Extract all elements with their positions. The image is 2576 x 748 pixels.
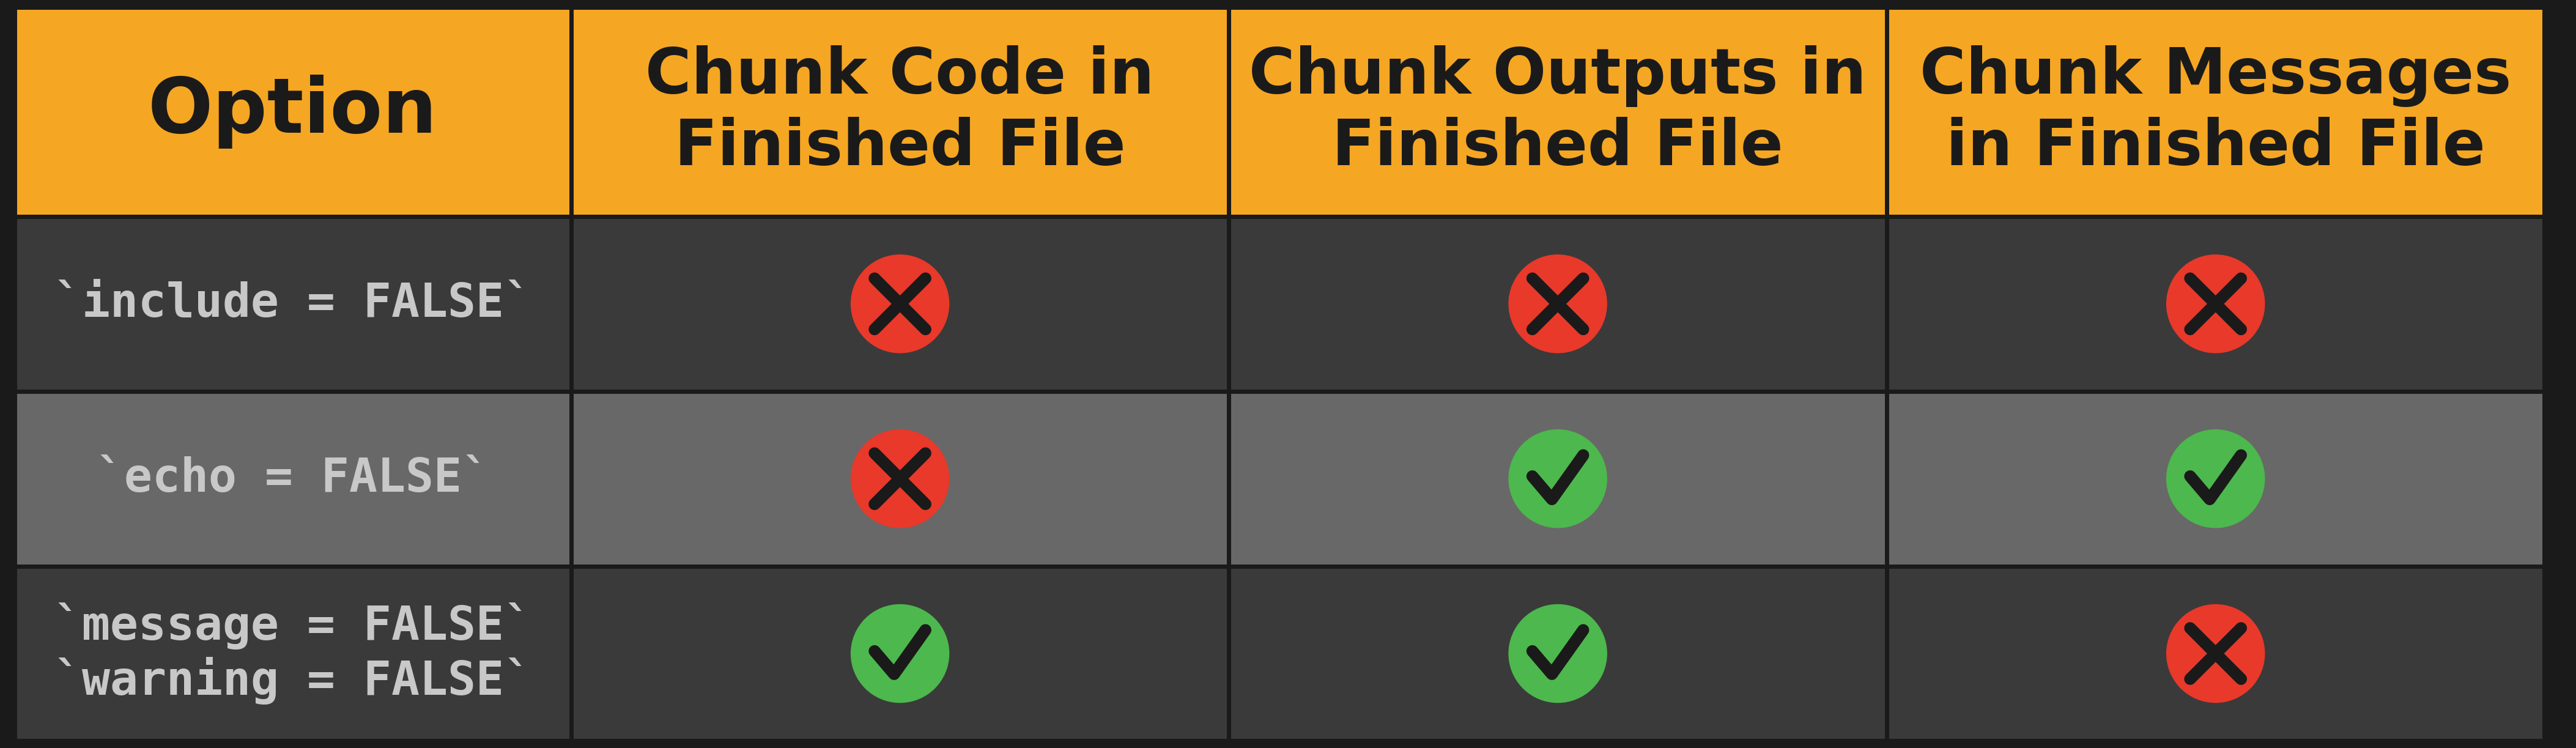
Text: `message = FALSE`
`warning = FALSE`: `message = FALSE` `warning = FALSE`: [54, 602, 531, 705]
Circle shape: [850, 255, 948, 353]
Circle shape: [1510, 255, 1607, 353]
Bar: [1886, 7, 2545, 216]
Bar: [1229, 7, 1886, 216]
Bar: [1229, 566, 1886, 741]
Bar: [1886, 216, 2545, 391]
Circle shape: [2166, 430, 2264, 527]
Bar: [572, 7, 1229, 216]
Circle shape: [850, 430, 948, 527]
Bar: [572, 216, 1229, 391]
Bar: [15, 566, 572, 741]
Circle shape: [1510, 430, 1607, 527]
Bar: [572, 566, 1229, 741]
Circle shape: [1510, 604, 1607, 702]
Bar: [1886, 566, 2545, 741]
Text: `include = FALSE`: `include = FALSE`: [54, 281, 531, 326]
Circle shape: [2166, 604, 2264, 702]
Bar: [15, 391, 572, 566]
Text: Chunk Code in
Finished File: Chunk Code in Finished File: [647, 45, 1154, 178]
Text: `echo = FALSE`: `echo = FALSE`: [95, 456, 489, 501]
Text: Chunk Outputs in
Finished File: Chunk Outputs in Finished File: [1249, 45, 1868, 178]
Bar: [572, 391, 1229, 566]
Text: Chunk Messages
in Finished File: Chunk Messages in Finished File: [1919, 45, 2512, 178]
Bar: [1229, 391, 1886, 566]
Text: Option: Option: [147, 75, 438, 149]
Circle shape: [850, 604, 948, 702]
Circle shape: [2166, 255, 2264, 353]
Bar: [1886, 391, 2545, 566]
Bar: [1229, 216, 1886, 391]
Bar: [15, 216, 572, 391]
Bar: [15, 7, 572, 216]
